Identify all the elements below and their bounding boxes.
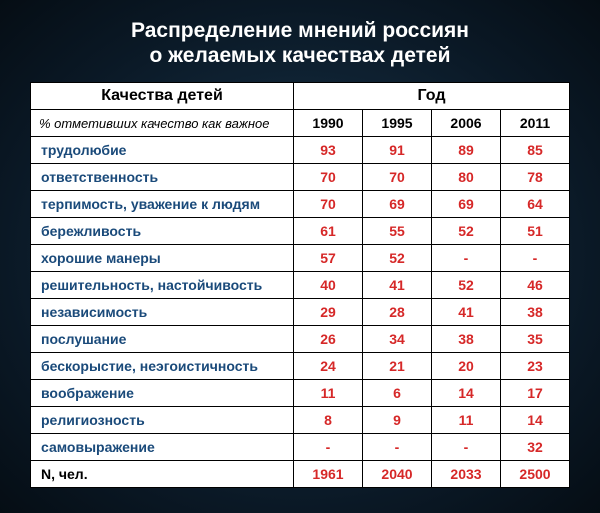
cell-value: 8 — [294, 407, 363, 434]
table-row: религиозность 8 9 11 14 — [31, 407, 570, 434]
cell-value: 69 — [432, 191, 501, 218]
cell-value: 6 — [363, 380, 432, 407]
row-label: самовыражение — [31, 434, 294, 461]
cell-value: 34 — [363, 326, 432, 353]
cell-value: 52 — [432, 218, 501, 245]
row-label: бескорыстие, неэгоистичность — [31, 353, 294, 380]
cell-value: 26 — [294, 326, 363, 353]
table-row: трудолюбие 93 91 89 85 — [31, 137, 570, 164]
cell-value: 85 — [501, 137, 570, 164]
cell-value: 70 — [294, 191, 363, 218]
data-table: Качества детей Год 1990 1995 2006 2011 %… — [30, 82, 570, 488]
row-label: послушание — [31, 326, 294, 353]
cell-value: 35 — [501, 326, 570, 353]
cell-value: 14 — [501, 407, 570, 434]
row-label: решительность, настойчивость — [31, 272, 294, 299]
row-label: терпимость, уважение к людям — [31, 191, 294, 218]
total-value: 2040 — [363, 461, 432, 488]
row-label: воображение — [31, 380, 294, 407]
row-label: ответственность — [31, 164, 294, 191]
row-label: бережливость — [31, 218, 294, 245]
cell-value: 57 — [294, 245, 363, 272]
row-label: независимость — [31, 299, 294, 326]
table-row: терпимость, уважение к людям 70 69 69 64 — [31, 191, 570, 218]
total-value: 2033 — [432, 461, 501, 488]
cell-value: 11 — [432, 407, 501, 434]
row-label: хорошие манеры — [31, 245, 294, 272]
table-row: ответственность 70 70 80 78 — [31, 164, 570, 191]
title-line-2: о желаемых качествах детей — [149, 44, 450, 67]
cell-value: 28 — [363, 299, 432, 326]
table-row: послушание 26 34 38 35 — [31, 326, 570, 353]
cell-value: - — [432, 434, 501, 461]
cell-value: - — [363, 434, 432, 461]
cell-value: 29 — [294, 299, 363, 326]
cell-value: 78 — [501, 164, 570, 191]
total-value: 2500 — [501, 461, 570, 488]
cell-value: 51 — [501, 218, 570, 245]
total-label: N, чел. — [31, 461, 294, 488]
cell-value: 46 — [501, 272, 570, 299]
cell-value: 91 — [363, 137, 432, 164]
table-row: бережливость 61 55 52 51 — [31, 218, 570, 245]
table-row: бескорыстие, неэгоистичность 24 21 20 23 — [31, 353, 570, 380]
table-row: самовыражение - - - 32 — [31, 434, 570, 461]
cell-value: 61 — [294, 218, 363, 245]
cell-value: 41 — [363, 272, 432, 299]
cell-value: 70 — [363, 164, 432, 191]
cell-value: 70 — [294, 164, 363, 191]
row-label: религиозность — [31, 407, 294, 434]
cell-value: 52 — [432, 272, 501, 299]
title-line-1: Распределение мнений россиян — [131, 19, 469, 42]
cell-value: 9 — [363, 407, 432, 434]
year-2: 2006 — [432, 110, 501, 137]
header-quality: Качества детей — [31, 83, 294, 110]
cell-value: - — [432, 245, 501, 272]
cell-value: - — [501, 245, 570, 272]
cell-value: 64 — [501, 191, 570, 218]
total-value: 1961 — [294, 461, 363, 488]
cell-value: 89 — [432, 137, 501, 164]
cell-value: 11 — [294, 380, 363, 407]
cell-value: 21 — [363, 353, 432, 380]
chart-title: Распределение мнений россиян о желаемых … — [30, 18, 570, 68]
cell-value: 52 — [363, 245, 432, 272]
cell-value: 93 — [294, 137, 363, 164]
cell-value: 80 — [432, 164, 501, 191]
cell-value: 38 — [432, 326, 501, 353]
table-row: решительность, настойчивость 40 41 52 46 — [31, 272, 570, 299]
cell-value: 17 — [501, 380, 570, 407]
cell-value: 41 — [432, 299, 501, 326]
table-row: независимость 29 28 41 38 — [31, 299, 570, 326]
cell-value: 14 — [432, 380, 501, 407]
row-label: трудолюбие — [31, 137, 294, 164]
cell-value: 38 — [501, 299, 570, 326]
year-1: 1995 — [363, 110, 432, 137]
cell-value: 55 — [363, 218, 432, 245]
cell-value: 69 — [363, 191, 432, 218]
header-year: Год — [294, 83, 570, 110]
total-row: N, чел. 1961 2040 2033 2500 — [31, 461, 570, 488]
header-row-1: Качества детей Год — [31, 83, 570, 110]
year-3: 2011 — [501, 110, 570, 137]
year-0: 1990 — [294, 110, 363, 137]
cell-value: 24 — [294, 353, 363, 380]
cell-value: - — [294, 434, 363, 461]
cell-value: 40 — [294, 272, 363, 299]
cell-value: 32 — [501, 434, 570, 461]
cell-value: 20 — [432, 353, 501, 380]
cell-value: 23 — [501, 353, 570, 380]
header-subtitle: % отметивших качество как важное — [31, 110, 294, 137]
table-row: воображение 11 6 14 17 — [31, 380, 570, 407]
table-row: хорошие манеры 57 52 - - — [31, 245, 570, 272]
